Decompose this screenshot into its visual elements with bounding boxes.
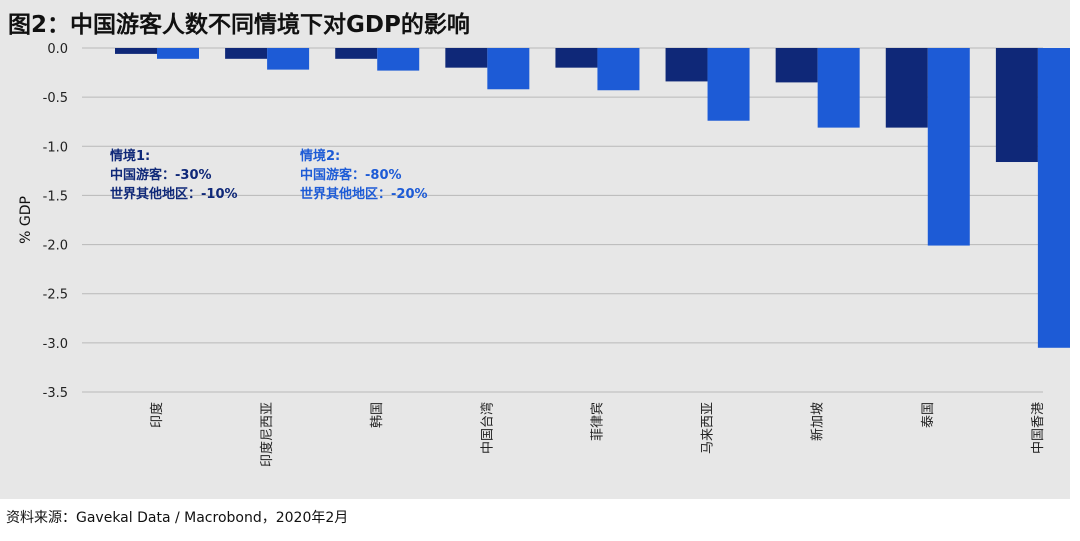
- bar-scenario1: [665, 48, 708, 82]
- y-tick-label: -1.0: [43, 140, 68, 155]
- bar-scenario2: [157, 48, 199, 59]
- y-tick-label: -3.5: [43, 386, 68, 401]
- bar-scenario2: [817, 48, 860, 128]
- y-tick-label: -1.5: [43, 189, 68, 204]
- bar-scenario2: [267, 48, 310, 70]
- gridlines: [82, 47, 1043, 393]
- bar-scenario2: [597, 48, 640, 91]
- x-tick-label: 印度尼西亚: [259, 402, 275, 467]
- annotation-line: 情境1:: [110, 148, 150, 164]
- annotation-line: 世界其他地区：-10%: [110, 186, 238, 202]
- y-tick-label: -3.0: [43, 337, 68, 352]
- annotation-line: 情境2:: [300, 148, 340, 164]
- annotation-line: 中国游客：-30%: [110, 167, 212, 183]
- x-axis-labels: 印度 印度尼西亚 韩国 中国台湾 菲律宾 马来西亚 新加坡 泰国 中国香港: [149, 402, 1046, 467]
- x-tick-label: 菲律宾: [589, 402, 605, 441]
- x-tick-label: 新加坡: [810, 402, 826, 441]
- bar-scenario1: [995, 48, 1038, 163]
- x-tick-label: 韩国: [370, 402, 385, 428]
- bar-scenario1: [885, 48, 928, 128]
- y-axis-label: % GDP: [18, 196, 34, 244]
- y-tick-label: 0.0: [47, 42, 68, 57]
- annotation-line: 世界其他地区：-20%: [300, 186, 428, 202]
- bar-scenario1: [445, 48, 488, 68]
- bar-scenario1: [115, 48, 157, 54]
- bar-scenario2: [927, 48, 970, 246]
- y-tick-label: -2.5: [43, 288, 68, 303]
- chart-title: 图2：中国游客人数不同情境下对GDP的影响: [8, 12, 470, 38]
- bar-scenario1: [335, 48, 378, 59]
- bar-scenario2: [707, 48, 750, 121]
- y-tick-label: -2.0: [43, 239, 68, 254]
- bar-scenario2: [487, 48, 530, 90]
- x-tick-label: 印度: [149, 402, 165, 428]
- bar-scenario2: [1037, 48, 1070, 348]
- bar-scenario1: [555, 48, 598, 68]
- bar-scenario2: [377, 48, 420, 71]
- x-tick-label: 中国台湾: [479, 402, 495, 454]
- bars: [115, 48, 1070, 348]
- bar-scenario1: [225, 48, 268, 59]
- x-tick-label: 马来西亚: [701, 402, 716, 454]
- annotation-line: 中国游客：-80%: [300, 167, 402, 183]
- annotations: 情境1: 中国游客：-30% 世界其他地区：-10% 情境2: 中国游客：-80% 世界其…: [110, 148, 428, 202]
- source-note: 资料来源：Gavekal Data / Macrobond，2020年2月: [6, 510, 349, 526]
- y-tick-label: -0.5: [43, 91, 68, 106]
- bar-scenario1: [775, 48, 818, 83]
- x-tick-label: 中国香港: [1031, 402, 1046, 454]
- y-axis-ticks: 0.0 -0.5 -1.0 -1.5 -2.0 -2.5 -3.0 -3.5: [43, 42, 68, 401]
- bar-chart: 0.0 -0.5 -1.0 -1.5 -2.0 -2.5 -3.0 -3.5 印度 印度尼西亚 韩…: [18, 42, 1070, 467]
- x-tick-label: 泰国: [921, 402, 936, 428]
